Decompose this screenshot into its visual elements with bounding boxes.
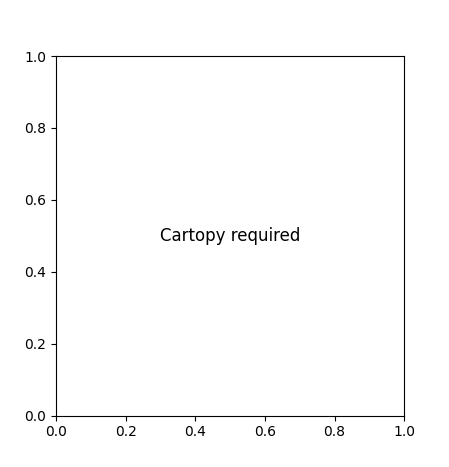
Text: Cartopy required: Cartopy required	[160, 227, 300, 245]
